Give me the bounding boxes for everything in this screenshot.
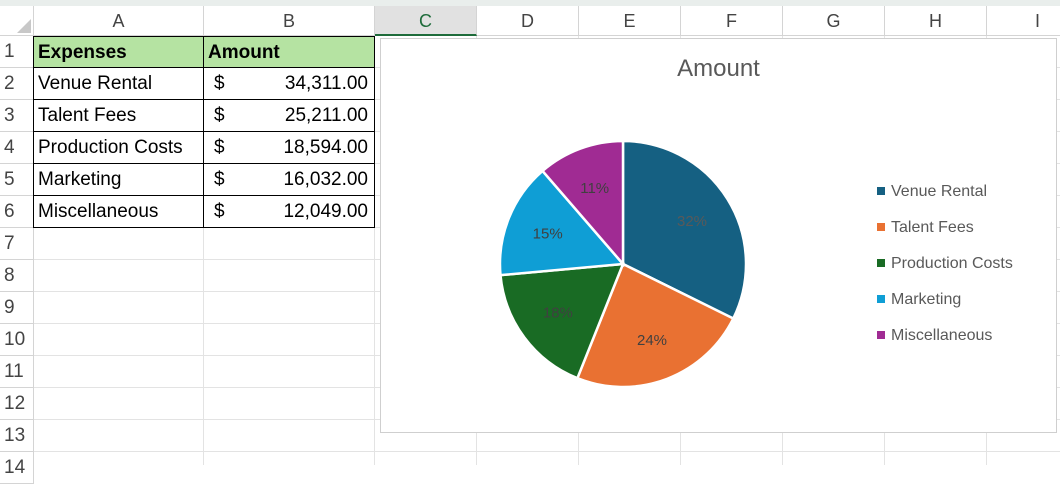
legend-item-production-costs[interactable]: Production Costs — [877, 254, 1013, 274]
data-label-marketing[interactable]: 15% — [533, 226, 563, 243]
legend-swatch — [877, 186, 885, 195]
cell-amount-value[interactable]: 25,211.00 — [284, 105, 368, 126]
pie-slice-venue-rental[interactable] — [621, 139, 748, 321]
column-header-b[interactable]: B — [204, 6, 375, 36]
column-header-i[interactable]: I — [987, 6, 1060, 36]
select-all-button[interactable] — [0, 6, 34, 36]
row-header-3[interactable]: 3 — [0, 100, 34, 132]
row-header-12[interactable]: 12 — [0, 388, 34, 420]
gridline — [203, 36, 204, 465]
table-border — [33, 36, 375, 37]
legend-label: Talent Fees — [891, 219, 974, 236]
column-header-h[interactable]: H — [885, 6, 987, 36]
row-header-13[interactable]: 13 — [0, 420, 34, 452]
row-header-4[interactable]: 4 — [0, 132, 34, 164]
table-border — [33, 99, 375, 100]
row-header-2[interactable]: 2 — [0, 68, 34, 100]
gridline — [34, 451, 1060, 452]
legend-item-miscellaneous[interactable]: Miscellaneous — [877, 326, 992, 346]
cell-expense-label[interactable]: Talent Fees — [38, 105, 137, 126]
table-border — [33, 67, 375, 68]
pie-slice-talent-fees[interactable] — [575, 262, 735, 389]
data-label-production-costs[interactable]: 18% — [543, 305, 573, 322]
column-header-a[interactable]: A — [34, 6, 204, 36]
legend-swatch — [877, 294, 885, 303]
row-header-6[interactable]: 6 — [0, 196, 34, 228]
data-label-miscellaneous[interactable]: 11% — [580, 180, 609, 197]
column-header-d[interactable]: D — [477, 6, 579, 36]
table-border — [203, 36, 204, 228]
cell-expense-label[interactable]: Miscellaneous — [38, 201, 159, 222]
column-header-c[interactable]: C — [375, 6, 477, 36]
cell-currency-symbol[interactable]: $ — [214, 201, 225, 222]
column-header-e[interactable]: E — [579, 6, 681, 36]
cell-currency-symbol[interactable]: $ — [214, 137, 225, 158]
cell-expense-label[interactable]: Production Costs — [38, 137, 183, 158]
row-header-9[interactable]: 9 — [0, 292, 34, 324]
row-header-1[interactable]: 1 — [0, 36, 34, 68]
legend-swatch — [877, 222, 885, 231]
cell-amount-value[interactable]: 16,032.00 — [283, 169, 368, 190]
row-header-10[interactable]: 10 — [0, 324, 34, 356]
table-border — [33, 36, 34, 228]
pie-slice-production-costs[interactable] — [499, 262, 625, 380]
gridline — [374, 36, 375, 465]
table-border — [33, 163, 375, 164]
cell-currency-symbol[interactable]: $ — [214, 105, 225, 126]
legend-label: Production Costs — [891, 255, 1013, 272]
cell-amount-value[interactable]: 18,594.00 — [283, 137, 368, 158]
legend-item-talent-fees[interactable]: Talent Fees — [877, 218, 974, 238]
row-header-7[interactable]: 7 — [0, 228, 34, 260]
table-border — [374, 36, 375, 228]
cell-a1-header-expenses[interactable]: Expenses — [34, 37, 204, 68]
row-header-8[interactable]: 8 — [0, 260, 34, 292]
row-header-5[interactable]: 5 — [0, 164, 34, 196]
chart-title[interactable]: Amount — [677, 55, 760, 82]
legend-item-marketing[interactable]: Marketing — [877, 290, 961, 310]
cell-expense-label[interactable]: Marketing — [38, 169, 122, 190]
column-header-g[interactable]: G — [783, 6, 885, 36]
data-label-talent-fees[interactable]: 24% — [637, 332, 667, 349]
row-header-11[interactable]: 11 — [0, 356, 34, 388]
data-label-venue-rental[interactable]: 32% — [677, 213, 707, 230]
table-border — [33, 195, 375, 196]
pie-slice-miscellaneous[interactable] — [540, 139, 625, 268]
legend-label: Marketing — [891, 291, 962, 308]
legend-label: Venue Rental — [891, 183, 988, 200]
column-header-f[interactable]: F — [681, 6, 783, 36]
cell-expense-label[interactable]: Venue Rental — [38, 73, 153, 94]
legend-item-venue-rental[interactable]: Venue Rental — [877, 182, 987, 202]
legend-swatch — [877, 330, 885, 339]
pie-slice-marketing[interactable] — [498, 169, 626, 277]
cell-amount-value[interactable]: 12,049.00 — [283, 201, 368, 222]
cell-currency-symbol[interactable]: $ — [214, 169, 225, 190]
pie-chart[interactable]: Amount 32% 24% 18% 15% 11% Venue Rental Tale… — [380, 38, 1057, 433]
table-border — [33, 227, 375, 228]
select-all-triangle-icon — [17, 19, 31, 33]
legend-swatch — [877, 258, 885, 267]
cell-amount-value[interactable]: 34,311.00 — [284, 73, 368, 94]
cell-b1-header-amount[interactable]: Amount — [204, 37, 375, 68]
table-border — [33, 131, 375, 132]
row-header-14[interactable]: 14 — [0, 452, 34, 484]
cell-currency-symbol[interactable]: $ — [214, 73, 225, 94]
pie-plot-area[interactable]: 32% 24% 18% 15% 11% — [381, 39, 1056, 432]
ribbon-edge — [0, 0, 1060, 6]
legend-label: Miscellaneous — [891, 327, 993, 344]
